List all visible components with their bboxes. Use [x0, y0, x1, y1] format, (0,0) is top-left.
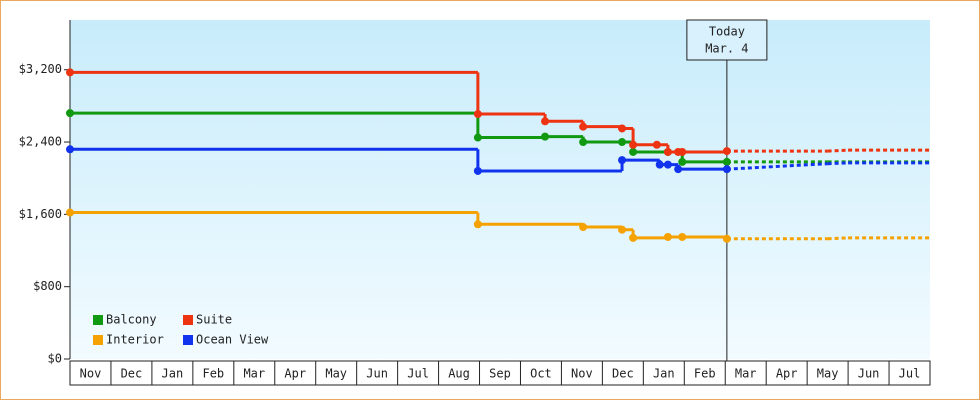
- price-point: [473, 166, 482, 175]
- y-tick-label: $2,400: [19, 135, 62, 149]
- price-point: [663, 147, 672, 156]
- price-point: [473, 220, 482, 229]
- x-tick-label: Jul: [899, 367, 921, 381]
- forecast-line: [827, 236, 849, 241]
- x-tick-label: Dec: [612, 367, 634, 381]
- x-tick-label: Nov: [571, 367, 593, 381]
- price-point: [618, 138, 627, 147]
- price-point: [678, 232, 687, 241]
- price-point: [722, 165, 731, 174]
- forecast-line: [827, 148, 849, 153]
- price-point: [579, 138, 588, 147]
- y-tick-label: $3,200: [19, 62, 62, 76]
- legend-label: Interior: [106, 333, 164, 347]
- x-tick-label: Jul: [407, 367, 429, 381]
- forecast-line: [827, 161, 849, 166]
- x-tick-label: May: [817, 367, 839, 381]
- today-label: Today: [709, 25, 745, 39]
- x-tick-label: May: [325, 367, 347, 381]
- price-point: [473, 110, 482, 119]
- legend-swatch: [93, 335, 103, 345]
- x-tick-label: Feb: [694, 367, 716, 381]
- x-tick-label: Apr: [284, 367, 306, 381]
- price-point: [722, 157, 731, 166]
- price-point: [66, 109, 74, 118]
- legend-label: Balcony: [106, 313, 157, 327]
- legend-swatch: [183, 315, 193, 325]
- price-point: [722, 147, 731, 156]
- x-tick-label: Jun: [366, 367, 388, 381]
- price-point: [629, 140, 638, 149]
- price-point: [618, 225, 627, 234]
- today-label: Mar. 4: [705, 42, 748, 56]
- x-tick-label: Mar: [243, 367, 265, 381]
- legend-swatch: [183, 335, 193, 345]
- price-point: [663, 232, 672, 241]
- today-box: [686, 19, 768, 61]
- x-tick-label: Feb: [202, 367, 224, 381]
- price-point: [629, 147, 638, 156]
- price-point: [618, 124, 627, 133]
- price-point: [579, 223, 588, 232]
- y-tick-label: $1,600: [19, 207, 62, 221]
- price-point: [579, 122, 588, 131]
- price-point: [722, 234, 731, 243]
- x-tick-label: Sep: [489, 367, 511, 381]
- x-tick-label: Apr: [776, 367, 798, 381]
- x-tick-label: Nov: [80, 367, 102, 381]
- price-point: [541, 132, 550, 141]
- month-bar: [69, 360, 931, 386]
- price-point: [618, 156, 627, 165]
- forecast-line: [726, 162, 828, 171]
- price-point: [655, 160, 664, 169]
- x-tick-label: Jun: [858, 367, 880, 381]
- price-point: [473, 133, 482, 142]
- price-point: [629, 233, 638, 242]
- price-point: [66, 208, 74, 217]
- legend-label: Suite: [196, 313, 232, 327]
- price-point: [66, 68, 74, 77]
- x-tick-label: Jan: [653, 367, 675, 381]
- y-tick-label: $800: [33, 279, 62, 293]
- price-point: [678, 147, 687, 156]
- x-tick-label: Mar: [735, 367, 757, 381]
- x-tick-label: Jan: [162, 367, 184, 381]
- price-point: [678, 157, 687, 166]
- x-tick-label: Oct: [530, 367, 552, 381]
- plot-area: [70, 20, 930, 359]
- price-point: [674, 165, 683, 174]
- price-point: [663, 160, 672, 169]
- x-tick-label: Dec: [121, 367, 143, 381]
- legend-label: Ocean View: [196, 333, 269, 347]
- legend-swatch: [93, 315, 103, 325]
- price-point: [652, 140, 661, 149]
- x-tick-label: Aug: [448, 367, 470, 381]
- price-point: [66, 145, 74, 154]
- price-point: [541, 117, 550, 126]
- y-tick-label: $0: [48, 352, 62, 366]
